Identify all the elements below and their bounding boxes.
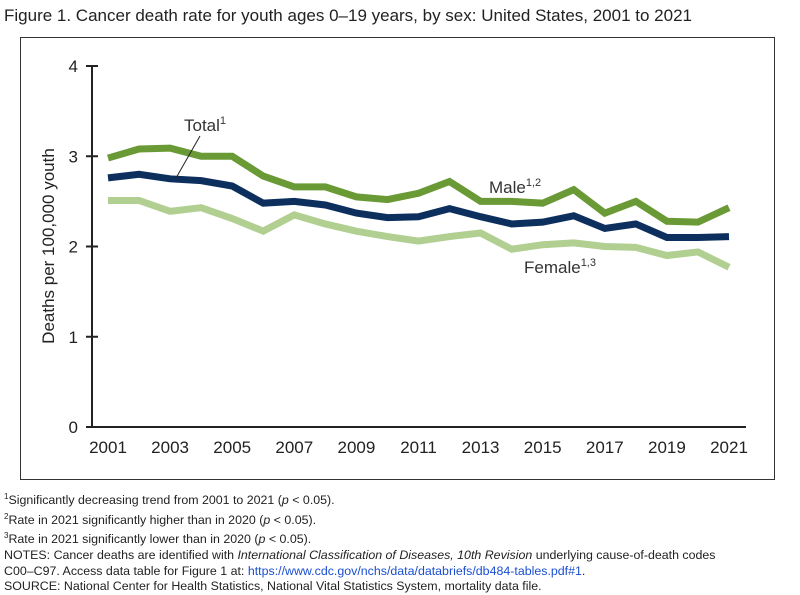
x-tick-label: 2009 (337, 438, 375, 457)
y-tick-label: 1 (69, 328, 78, 347)
notes-text: NOTES: Cancer deaths are identified with… (4, 548, 715, 564)
x-tick-label: 2021 (710, 438, 748, 457)
footnote-3: 3Rate in 2021 significantly lower than i… (4, 528, 715, 548)
y-axis-label: Deaths per 100,000 youth (39, 148, 58, 344)
source-text: SOURCE: National Center for Health Stati… (4, 579, 715, 595)
y-tick-label: 0 (69, 418, 78, 437)
y-tick-label: 2 (69, 238, 78, 257)
series-label-female: Female1,3 (524, 257, 596, 277)
footnote-1: 1Significantly decreasing trend from 200… (4, 489, 715, 509)
x-tick-label: 2013 (462, 438, 500, 457)
y-tick-label: 3 (69, 147, 78, 166)
notes-text-2: C00–C97. Access data table for Figure 1 … (4, 564, 715, 580)
footnotes: 1Significantly decreasing trend from 200… (4, 489, 715, 595)
x-tick-label: 2005 (213, 438, 251, 457)
x-tick-label: 2019 (648, 438, 686, 457)
x-tick-label: 2007 (275, 438, 313, 457)
x-tick-label: 2001 (89, 438, 127, 457)
series-line-female (108, 200, 729, 267)
y-tick-label: 4 (69, 57, 78, 76)
x-tick-label: 2011 (400, 438, 437, 457)
series-label-male: Male1,2 (489, 177, 541, 197)
footnote-2: 2Rate in 2021 significantly higher than … (4, 509, 715, 529)
x-tick-label: 2003 (151, 438, 189, 457)
series-label-total: Total1 (184, 115, 226, 135)
data-table-link[interactable]: https://www.cdc.gov/nchs/data/databriefs… (248, 564, 582, 578)
x-tick-label: 2015 (524, 438, 562, 457)
x-tick-label: 2017 (586, 438, 624, 457)
